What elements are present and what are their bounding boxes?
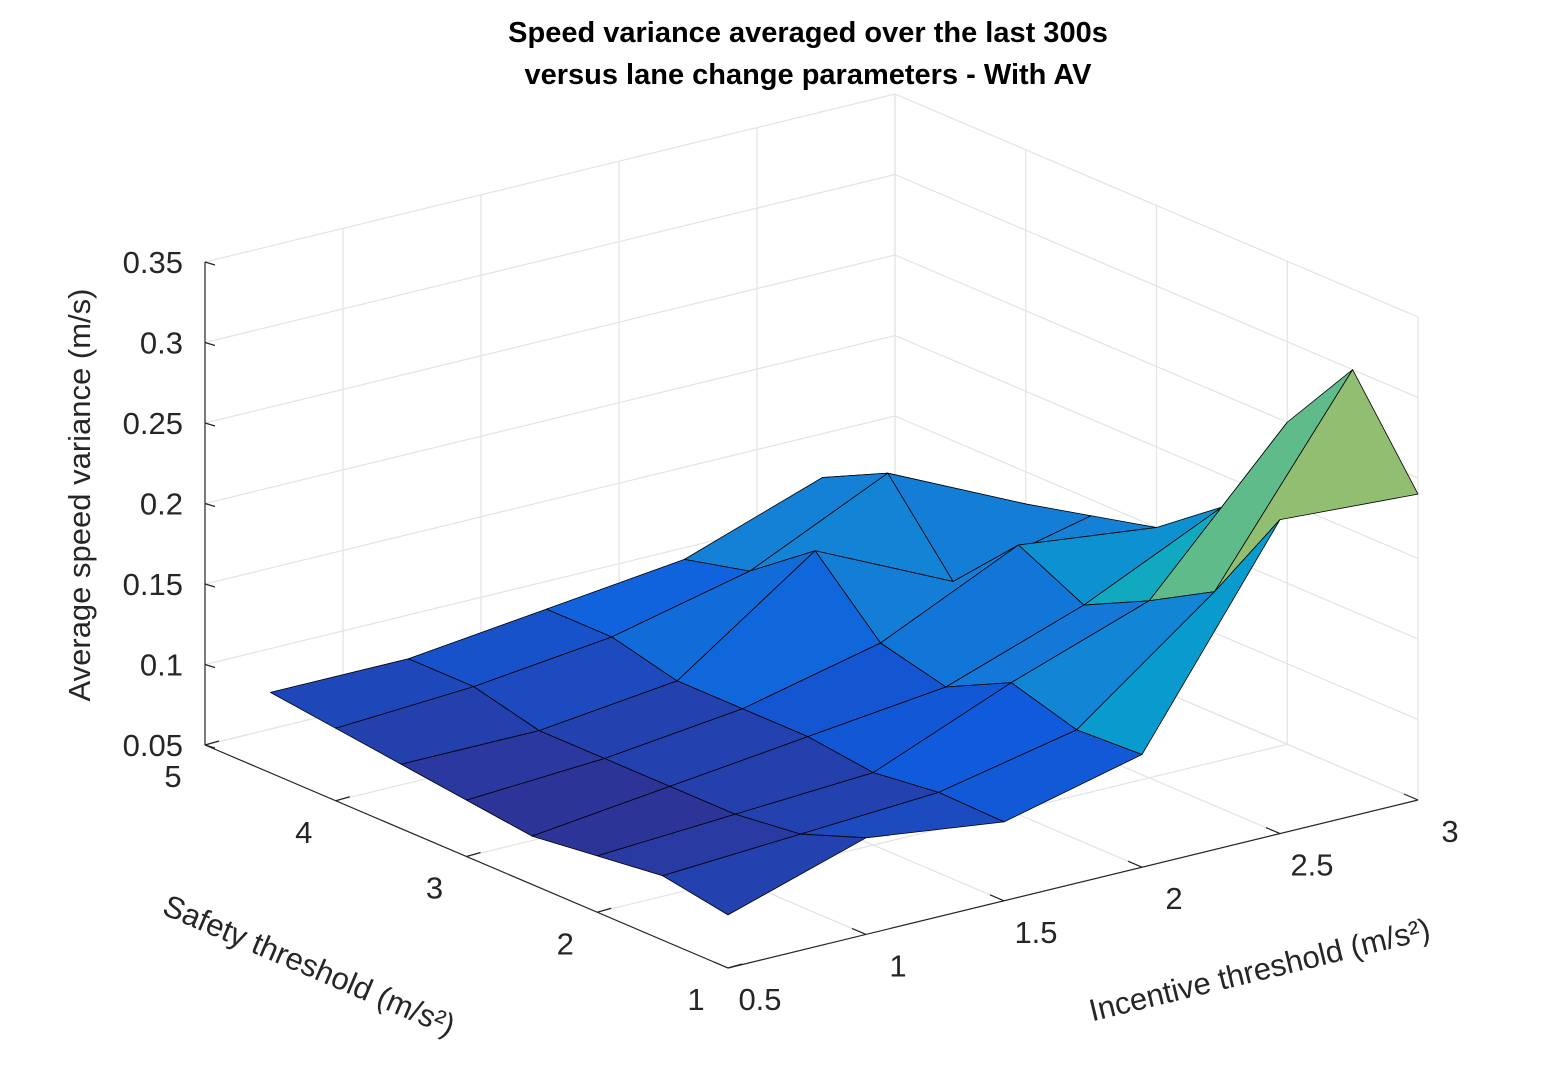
x-tick xyxy=(713,961,729,969)
z-tick xyxy=(204,341,216,347)
z-axis-label: Average speed variance (m/s) xyxy=(62,289,97,702)
chart-title: Speed variance averaged over the last 30… xyxy=(508,17,1108,49)
x-tick-label: 1 xyxy=(889,948,906,983)
x-tick xyxy=(851,927,867,935)
surface-patch xyxy=(662,833,867,916)
y-tick xyxy=(727,963,743,969)
z-tick-label: 0.05 xyxy=(123,728,183,763)
grid-line xyxy=(894,334,1419,560)
grid-line xyxy=(894,93,1419,318)
z-tick xyxy=(204,502,216,508)
z-tick xyxy=(204,744,216,749)
chart-title: versus lane change parameters - With AV xyxy=(524,59,1092,91)
x-tick xyxy=(1265,827,1281,835)
y-tick-label: 5 xyxy=(164,759,181,794)
z-tick xyxy=(204,261,216,266)
surface xyxy=(269,369,1419,916)
z-tick-label: 0.1 xyxy=(140,648,183,683)
y-tick xyxy=(597,907,612,913)
x-tick-label: 3 xyxy=(1441,814,1458,849)
z-tick-label: 0.25 xyxy=(123,406,183,441)
y-tick-label: 2 xyxy=(557,926,574,961)
grid-line xyxy=(204,93,896,263)
z-tick xyxy=(204,583,216,588)
x-tick-label: 2.5 xyxy=(1290,848,1333,883)
x-tick-label: 0.5 xyxy=(738,982,781,1017)
x-tick-label: 2 xyxy=(1165,881,1182,916)
y-tick xyxy=(204,740,220,746)
z-tick-label: 0.15 xyxy=(123,567,183,602)
z-tick-label: 0.35 xyxy=(123,245,183,280)
x-tick-label: 1.5 xyxy=(1014,915,1057,950)
z-tick xyxy=(204,663,216,669)
grid-line xyxy=(894,173,1419,399)
y-tick-label: 1 xyxy=(687,982,704,1017)
y-tick-label: 4 xyxy=(295,815,312,850)
axes: 0.5 1 1.5 2 2.5 3 1 2 3 4 50.05 0.1 0.15 0.2 0.25 0.3 0.… xyxy=(123,245,1459,1017)
x-tick xyxy=(989,894,1005,902)
grid-line xyxy=(204,173,896,344)
grid-line xyxy=(204,254,896,424)
x-axis xyxy=(727,799,1419,969)
z-tick-label: 0.2 xyxy=(140,487,183,522)
z-tick xyxy=(204,422,216,427)
z-tick-label: 0.3 xyxy=(140,326,183,361)
y-tick-label: 3 xyxy=(426,871,443,906)
grid-line xyxy=(204,415,896,585)
x-tick xyxy=(1403,793,1419,801)
y-tick xyxy=(335,796,350,802)
grid-line xyxy=(204,334,896,505)
x-tick xyxy=(1127,860,1143,868)
y-tick xyxy=(466,851,481,858)
